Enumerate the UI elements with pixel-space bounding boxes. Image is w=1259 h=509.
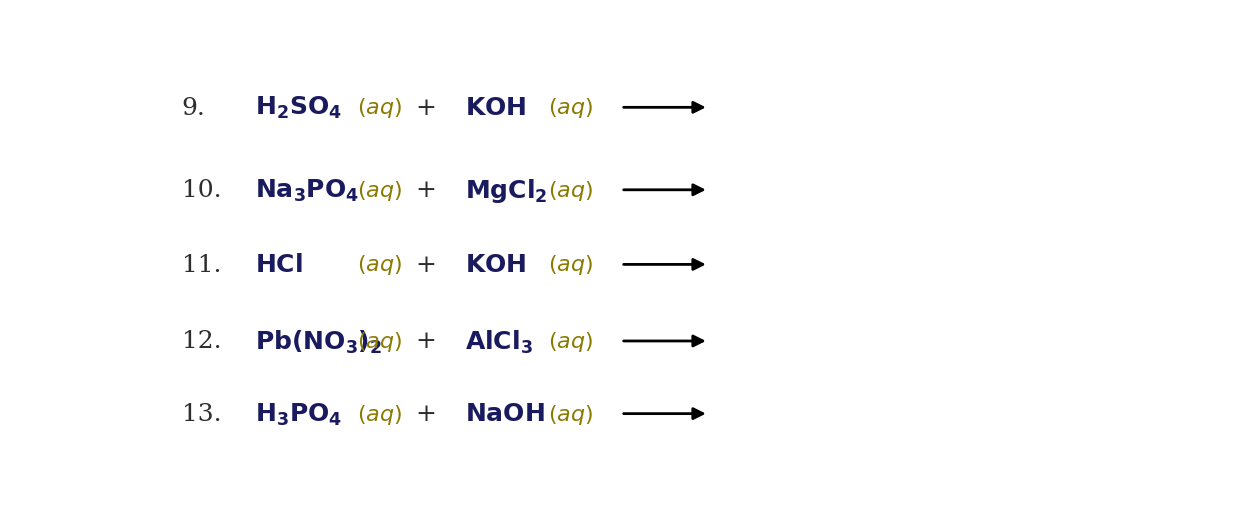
Text: 13.: 13. — [181, 402, 222, 426]
Text: $\mathbf{NaOH}$: $\mathbf{NaOH}$ — [465, 402, 544, 426]
Text: $(aq)$: $(aq)$ — [548, 179, 593, 203]
Text: $(aq)$: $(aq)$ — [358, 179, 403, 203]
Text: $(aq)$: $(aq)$ — [548, 329, 593, 353]
Text: 10.: 10. — [181, 179, 222, 202]
Text: 12.: 12. — [181, 330, 222, 353]
Text: $\mathbf{H_3PO_4}$: $\mathbf{H_3PO_4}$ — [254, 401, 342, 427]
Text: $(aq)$: $(aq)$ — [358, 329, 403, 353]
Text: $(aq)$: $(aq)$ — [358, 253, 403, 277]
Text: +: + — [415, 330, 436, 353]
Text: $(aq)$: $(aq)$ — [548, 96, 593, 120]
Text: $\mathbf{MgCl_2}$: $\mathbf{MgCl_2}$ — [465, 177, 548, 205]
Text: $\mathbf{HCl}$: $\mathbf{HCl}$ — [254, 253, 302, 276]
Text: $(aq)$: $(aq)$ — [548, 253, 593, 277]
Text: 9.: 9. — [181, 97, 205, 120]
Text: +: + — [415, 402, 436, 426]
Text: +: + — [415, 97, 436, 120]
Text: $(aq)$: $(aq)$ — [358, 96, 403, 120]
Text: +: + — [415, 179, 436, 202]
Text: $\mathbf{KOH}$: $\mathbf{KOH}$ — [465, 97, 526, 120]
Text: $\mathbf{KOH}$: $\mathbf{KOH}$ — [465, 253, 526, 276]
Text: $\mathbf{Na_3PO_4}$: $\mathbf{Na_3PO_4}$ — [254, 177, 359, 204]
Text: $\mathbf{Pb(NO_3)_2}$: $\mathbf{Pb(NO_3)_2}$ — [254, 328, 383, 355]
Text: +: + — [415, 253, 436, 276]
Text: $\mathbf{H_2SO_4}$: $\mathbf{H_2SO_4}$ — [254, 95, 341, 121]
Text: $\mathbf{AlCl_3}$: $\mathbf{AlCl_3}$ — [465, 328, 533, 355]
Text: 11.: 11. — [181, 253, 222, 276]
Text: $(aq)$: $(aq)$ — [548, 402, 593, 426]
Text: $(aq)$: $(aq)$ — [358, 402, 403, 426]
